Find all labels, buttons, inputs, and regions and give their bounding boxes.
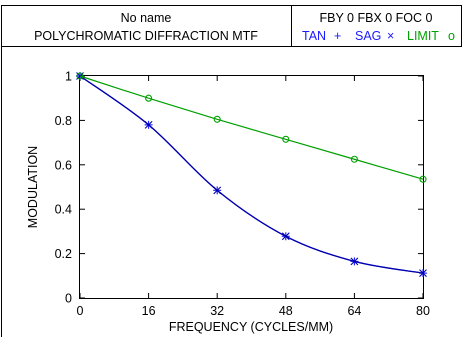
limit-curve xyxy=(79,75,424,180)
sag-point xyxy=(144,120,153,129)
legend-sag-label: SAG xyxy=(355,29,381,43)
x-tick-label: 64 xyxy=(347,304,361,318)
header-frame xyxy=(1,5,462,47)
legend-tan-marker: + xyxy=(334,29,341,43)
series-group xyxy=(76,72,427,278)
limit-point xyxy=(213,115,221,123)
header-subtitle: POLYCHROMATIC DIFFRACTION MTF xyxy=(34,29,258,43)
tan-curve xyxy=(79,75,424,274)
y-tick-label: 1 xyxy=(65,70,72,84)
header-field-info: FBY 0 FBX 0 FOC 0 xyxy=(319,11,432,25)
y-axis-label: MODULATION xyxy=(26,146,40,228)
plot-frame xyxy=(79,75,424,299)
limit-point xyxy=(350,155,358,163)
sag-point xyxy=(350,257,359,266)
legend-tan-label: TAN xyxy=(302,29,326,43)
legend-limit-label: LIMIT xyxy=(407,29,439,43)
x-tick-label: 0 xyxy=(77,304,84,318)
y-tick-label: 0.4 xyxy=(55,203,72,217)
x-tick-label: 48 xyxy=(279,304,293,318)
x-tick-label: 32 xyxy=(210,304,224,318)
sag-curve xyxy=(79,75,424,274)
legend: TAN + SAG × LIMIT o xyxy=(302,29,455,43)
sag-point xyxy=(419,269,427,278)
legend-limit-marker: o xyxy=(448,29,455,43)
limit-point xyxy=(282,135,290,143)
x-tick-label: 80 xyxy=(416,304,430,318)
legend-sag-marker: × xyxy=(387,29,394,43)
y-tick-label: 0.8 xyxy=(55,114,72,128)
header-title: No name xyxy=(121,11,172,25)
sag-point xyxy=(213,186,222,195)
y-tick-label: 0.6 xyxy=(55,158,72,172)
sag-point xyxy=(281,232,290,241)
y-tick-label: 0.2 xyxy=(55,247,72,261)
x-tick-label: 16 xyxy=(142,304,156,318)
x-axis-label: FREQUENCY (CYCLES/MM) xyxy=(169,320,333,334)
limit-point xyxy=(145,94,153,102)
axis-ticks: 0 16 32 48 64 80 0 0.2 0.4 0.6 0.8 1 xyxy=(55,70,430,319)
limit-point xyxy=(76,72,84,80)
limit-point xyxy=(419,175,427,183)
y-tick-label: 0 xyxy=(65,292,72,306)
